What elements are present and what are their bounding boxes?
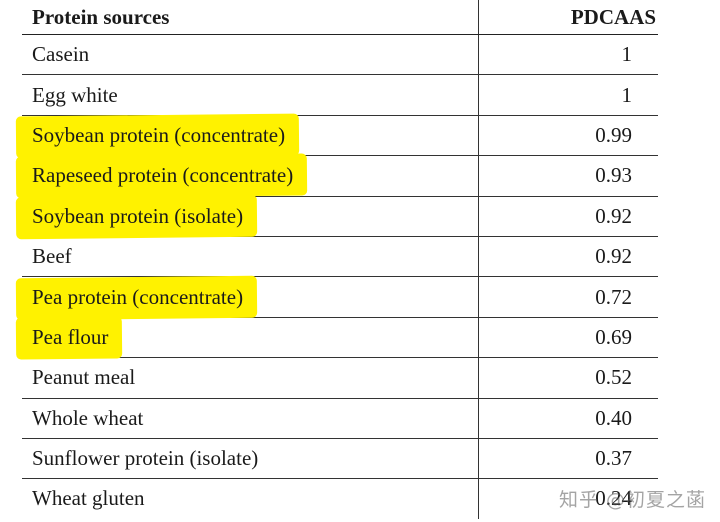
- highlighted-protein-source: Soybean protein (concentrate): [32, 122, 286, 147]
- pdcaas-table-container: Protein sources PDCAAS Casein 1 Egg white 1…: [22, 0, 658, 519]
- protein-source-label: Wheat gluten: [32, 486, 145, 511]
- highlighted-protein-source: Soybean protein (isolate): [32, 203, 244, 228]
- protein-source-cell: Egg white: [22, 74, 479, 116]
- protein-source-cell: Soybean protein (isolate): [22, 196, 479, 237]
- table-row: Sunflower protein (isolate) 0.37: [22, 438, 658, 480]
- pdcaas-score-cell: 0.37: [478, 438, 658, 480]
- pdcaas-score-cell: 1: [478, 74, 658, 116]
- table-row: Rapeseed protein (concentrate) 0.93: [22, 155, 658, 197]
- table-row: Whole wheat 0.40: [22, 398, 658, 439]
- protein-source-cell: Peanut meal: [22, 357, 479, 399]
- table-row: Egg white 1: [22, 74, 658, 116]
- protein-source-cell: Rapeseed protein (concentrate): [22, 155, 479, 197]
- protein-source-label: Whole wheat: [32, 405, 144, 430]
- protein-source-label: Casein: [32, 42, 90, 67]
- pdcaas-score-cell: 0.93: [478, 155, 658, 197]
- table-body: Casein 1 Egg white 1 Soybean protein (concen…: [22, 34, 658, 519]
- table-row: Beef 0.92: [22, 236, 658, 278]
- protein-source-cell: Beef: [22, 236, 479, 278]
- header-pdcaas: PDCAAS: [478, 0, 658, 35]
- protein-source-cell: Pea protein (concentrate): [22, 276, 479, 318]
- table-row: Soybean protein (concentrate) 0.99: [22, 115, 658, 157]
- watermark: 知乎 @初夏之菡: [558, 489, 706, 511]
- table-row: Soybean protein (isolate) 0.92: [22, 196, 658, 237]
- table-row: Casein 1: [22, 34, 658, 76]
- pdcaas-score-cell: 0.69: [478, 317, 658, 359]
- highlighted-protein-source: Rapeseed protein (concentrate): [32, 163, 294, 188]
- protein-source-label: Egg white: [32, 82, 118, 107]
- pdcaas-score-cell: 0.92: [478, 196, 658, 237]
- protein-source-cell: Casein: [22, 34, 479, 76]
- protein-source-label: Sunflower protein (isolate): [32, 446, 259, 471]
- pdcaas-score-cell: 0.24: [595, 486, 632, 511]
- table-header-row: Protein sources PDCAAS: [22, 0, 658, 35]
- table-row: Pea protein (concentrate) 0.72: [22, 276, 658, 318]
- protein-source-cell: Sunflower protein (isolate): [22, 438, 479, 480]
- pdcaas-score-cell: 0.99: [478, 115, 658, 157]
- table-row: Pea flour 0.69: [22, 317, 658, 359]
- highlighted-protein-source: Pea protein (concentrate): [32, 284, 244, 309]
- pdcaas-score-cell: 1: [478, 34, 658, 76]
- highlighted-protein-source: Pea flour: [32, 324, 109, 349]
- pdcaas-score-cell: 0.92: [478, 236, 658, 278]
- protein-source-cell: Pea flour: [22, 317, 479, 359]
- pdcaas-score-cell: 0.72: [478, 276, 658, 318]
- pdcaas-table: Protein sources PDCAAS Casein 1 Egg white 1…: [22, 0, 658, 519]
- protein-source-cell: Soybean protein (concentrate): [22, 115, 479, 157]
- header-protein-sources: Protein sources: [22, 0, 479, 35]
- pdcaas-score-cell: 0.52: [478, 357, 658, 399]
- protein-source-label: Peanut meal: [32, 365, 136, 390]
- pdcaas-score-cell: 0.40: [478, 398, 658, 439]
- protein-source-cell: Wheat gluten: [22, 478, 479, 519]
- protein-source-label: Beef: [32, 244, 72, 269]
- protein-source-cell: Whole wheat: [22, 398, 479, 439]
- table-row: Wheat gluten 0.24: [22, 478, 658, 519]
- table-row: Peanut meal 0.52: [22, 357, 658, 399]
